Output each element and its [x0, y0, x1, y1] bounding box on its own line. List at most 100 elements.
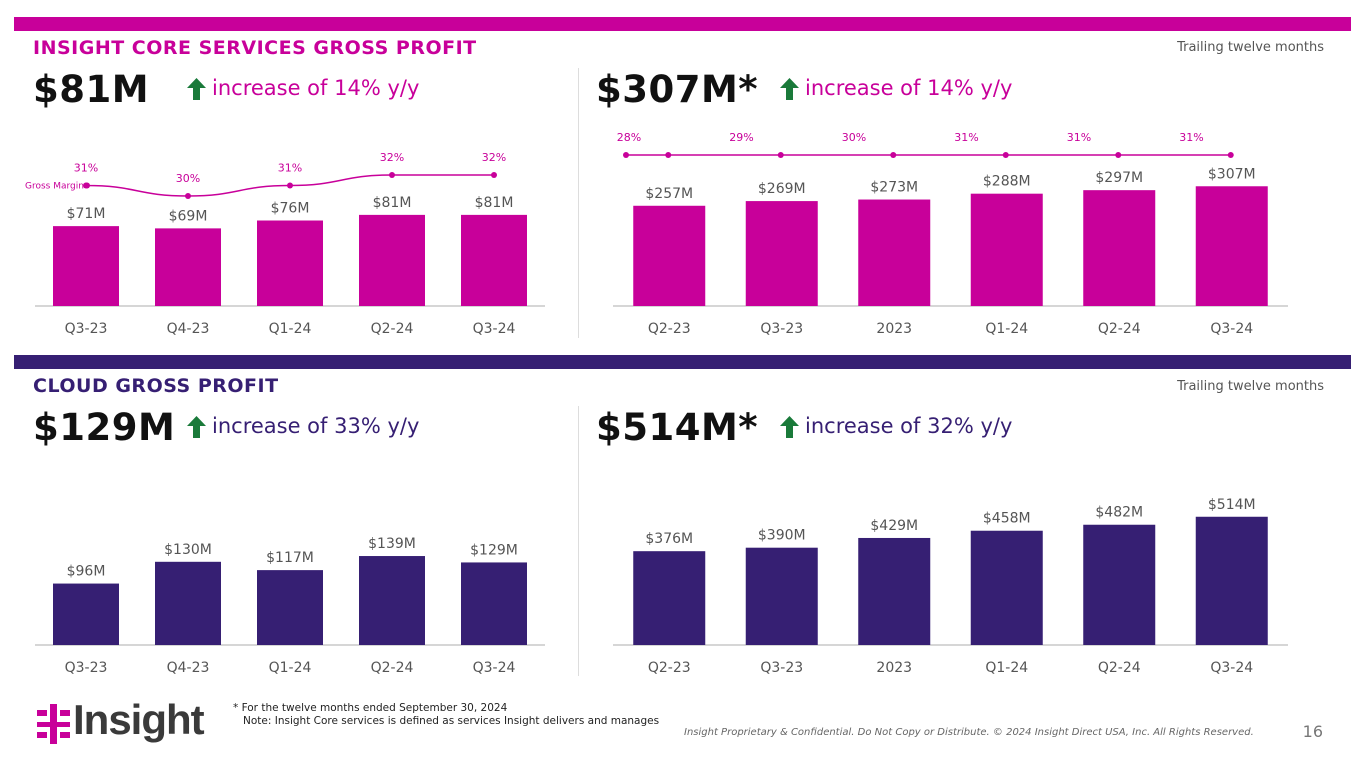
- core-ttm-margin-label: 30%: [842, 131, 866, 144]
- cloud-quarterly-value-label: $129M: [470, 542, 518, 558]
- cloud-quarterly-tick-label: Q1-24: [269, 660, 312, 676]
- cloud-quarterly-bar: [461, 562, 527, 645]
- section-divider: [578, 406, 579, 676]
- core-ttm-bar: [970, 193, 1043, 306]
- core-ttm-tick-label: Q2-24: [1098, 321, 1141, 337]
- core-ttm-margin-label: 29%: [729, 131, 753, 144]
- core-quarterly-value-label: $81M: [475, 195, 514, 211]
- core-quarterly-value-label: $81M: [373, 195, 412, 211]
- core-ttm-tick-label: Q1-24: [985, 321, 1028, 337]
- cloud-ttm-value: $514M*: [596, 406, 759, 449]
- middle-accent-bar: [14, 355, 1351, 369]
- footnote: * For the twelve months ended September …: [233, 702, 660, 727]
- section-divider: [578, 68, 579, 338]
- cloud-ttm-tick-label: Q3-23: [760, 660, 803, 676]
- core-ttm-tick-label: 2023: [876, 321, 912, 337]
- cloud-quarterly-bar: [359, 556, 425, 645]
- up-arrow-icon: [780, 78, 799, 100]
- core-quarterly-margin-point: [491, 172, 497, 178]
- core-ttm-margin-point: [1002, 152, 1009, 158]
- cloud-ttm-tick-label: Q3-24: [1210, 660, 1253, 676]
- cloud-ttm-bar: [745, 547, 818, 645]
- core-quarterly-margin-label: 30%: [176, 172, 200, 185]
- cloud-quarterly-tick-label: Q2-24: [371, 660, 414, 676]
- core-ttm-margin-point: [777, 152, 784, 158]
- core-ttm-bar: [1195, 186, 1268, 306]
- cloud-ttm-increase: increase of 32% y/y: [805, 414, 1013, 438]
- cloud-ttm-value-label: $482M: [1095, 505, 1143, 521]
- core-ttm-margin-point: [623, 152, 629, 158]
- core-quarterly-tick-label: Q2-24: [371, 321, 414, 337]
- cloud-quarterly-bar: [257, 570, 323, 645]
- core-ttm-margin-point: [665, 152, 672, 158]
- cloud-ttm-tick-label: 2023: [876, 660, 912, 676]
- core-quarterly-margin-label: 31%: [74, 162, 98, 175]
- core-quarter-increase: increase of 14% y/y: [212, 76, 420, 100]
- core-ttm-margin-label: 28%: [617, 131, 641, 144]
- cloud-ttm-tick-label: Q1-24: [985, 660, 1028, 676]
- core-ttm-value-label: $269M: [758, 181, 806, 197]
- core-ttm-tick-label: Q3-23: [760, 321, 803, 337]
- core-quarterly-margin-point: [287, 182, 293, 189]
- core-quarterly-bar: [155, 228, 221, 306]
- insight-logo: Insight: [37, 696, 237, 752]
- cloud-ttm-value-label: $376M: [645, 531, 693, 547]
- cloud-quarterly-tick-label: Q3-24: [473, 660, 516, 676]
- core-ttm-value-label: $288M: [983, 174, 1031, 190]
- core-quarterly-bar: [53, 226, 119, 306]
- core-quarterly-tick-label: Q3-23: [65, 321, 108, 337]
- confidential-notice: Insight Proprietary & Confidential. Do N…: [684, 727, 1254, 738]
- cloud-ttm-bar: [970, 530, 1043, 645]
- core-ttm-bar: [745, 201, 818, 306]
- core-quarterly-margin-point: [185, 193, 191, 199]
- cloud-ttm-label: Trailing twelve months: [1177, 379, 1324, 394]
- core-ttm-bar: [1083, 190, 1156, 306]
- core-ttm-bar: [858, 199, 931, 306]
- core-ttm-value: $307M*: [596, 68, 759, 111]
- core-quarterly-margin-label: 31%: [278, 162, 302, 175]
- cloud-ttm-value-label: $429M: [870, 518, 918, 534]
- core-section-title: INSIGHT CORE SERVICES GROSS PROFIT: [33, 37, 477, 59]
- core-quarterly-bar: [359, 214, 425, 306]
- core-quarterly-margin-label: 32%: [380, 151, 404, 164]
- cloud-ttm-bar: [1195, 516, 1268, 645]
- cloud-ttm-value-label: $458M: [983, 511, 1031, 527]
- core-ttm-margin-label: 31%: [1179, 131, 1203, 144]
- core-ttm-margin-label: 31%: [1067, 131, 1091, 144]
- core-ttm-value-label: $297M: [1095, 170, 1143, 186]
- core-quarterly-value-label: $69M: [169, 208, 208, 224]
- core-ttm-value-label: $307M: [1208, 166, 1256, 182]
- core-quarter-value: $81M: [33, 68, 150, 111]
- core-quarterly-margin-label: 32%: [482, 151, 506, 164]
- core-ttm-margin-point: [890, 152, 897, 158]
- core-ttm-label: Trailing twelve months: [1177, 40, 1324, 55]
- cloud-ttm-bar: [858, 537, 931, 645]
- core-ttm-margin-label: 31%: [954, 131, 978, 144]
- cloud-ttm-tick-label: Q2-24: [1098, 660, 1141, 676]
- cloud-ttm-bar: [1083, 524, 1156, 645]
- cloud-quarterly-value-label: $117M: [266, 550, 314, 566]
- core-quarterly-bar: [461, 214, 527, 306]
- insight-logo-mark-icon: [37, 704, 70, 744]
- core-ttm-tick-label: Q3-24: [1210, 321, 1253, 337]
- cloud-quarterly-tick-label: Q3-23: [65, 660, 108, 676]
- logo-wordmark: Insight: [73, 696, 205, 743]
- core-quarterly-margin-point: [83, 182, 89, 189]
- cloud-ttm-bar: [633, 551, 706, 645]
- core-quarterly-value-label: $76M: [271, 201, 310, 217]
- up-arrow-icon: [780, 416, 799, 438]
- cloud-quarterly-value-label: $96M: [67, 564, 106, 580]
- up-arrow-icon: [187, 78, 206, 100]
- core-quarterly-tick-label: Q3-24: [473, 321, 516, 337]
- cloud-quarter-value: $129M: [33, 406, 176, 449]
- cloud-ttm-value-label: $514M: [1208, 497, 1256, 513]
- cloud-quarterly-tick-label: Q4-23: [167, 660, 210, 676]
- cloud-quarterly-bar: [155, 561, 221, 645]
- core-ttm-margin-point: [1115, 152, 1122, 158]
- cloud-quarter-increase: increase of 33% y/y: [212, 414, 420, 438]
- cloud-quarterly-bar: [53, 583, 119, 645]
- cloud-ttm-tick-label: Q2-23: [648, 660, 691, 676]
- core-ttm-value-label: $257M: [645, 186, 693, 202]
- core-quarterly-value-label: $71M: [67, 206, 106, 222]
